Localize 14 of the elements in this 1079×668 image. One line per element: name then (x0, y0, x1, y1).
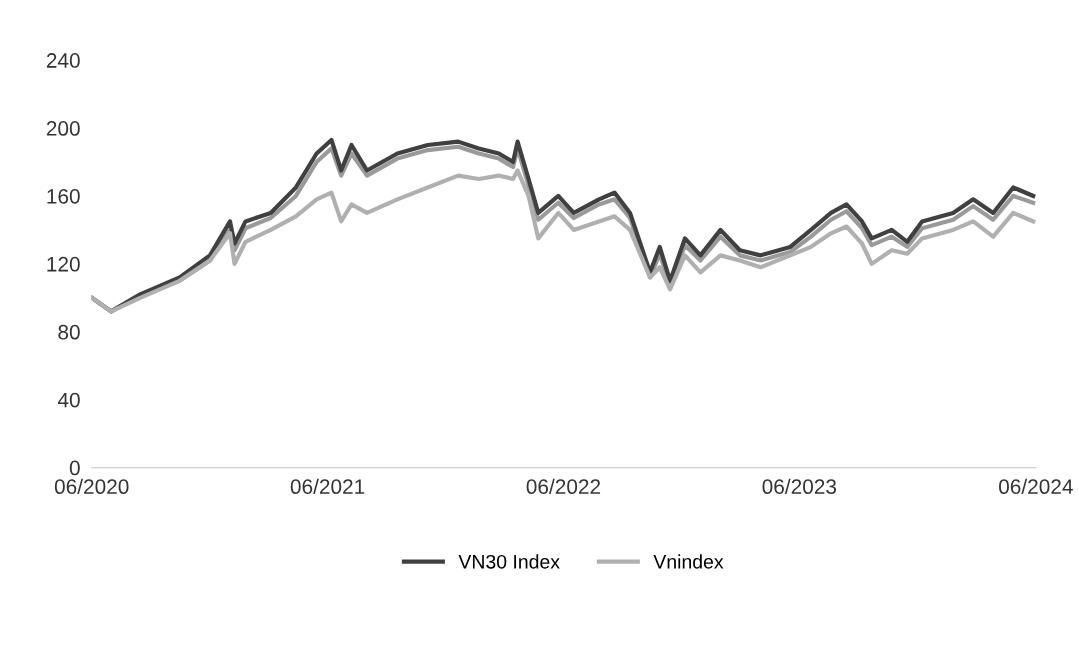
y-tick-label: 160 (47, 188, 80, 204)
x-tick-label: 06/2020 (54, 478, 129, 495)
y-tick-label: 200 (46, 121, 80, 136)
x-tick-label: 06/2023 (762, 478, 837, 495)
legend-label: Vnindex (653, 554, 724, 569)
legend-label: VN30 Index (458, 554, 560, 569)
y-tick-label: 120 (47, 256, 80, 272)
x-tick-label: 06/2024 (999, 478, 1073, 495)
y-tick-label: 80 (58, 324, 80, 340)
y-tick-label: 40 (57, 392, 80, 408)
x-tick-label: 06/2022 (526, 478, 601, 495)
x-tick-label: 06/2021 (290, 478, 365, 495)
y-tick-label: 240 (46, 53, 80, 68)
y-tick-label: 0 (69, 460, 80, 476)
